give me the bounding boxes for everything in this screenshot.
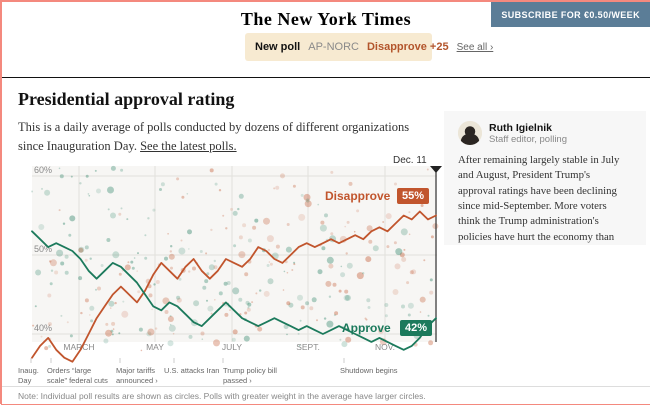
svg-text:SEPT.: SEPT. bbox=[296, 342, 320, 352]
svg-text:MAY: MAY bbox=[146, 342, 164, 352]
svg-text:60%: 60% bbox=[34, 165, 52, 175]
svg-text:JULY: JULY bbox=[222, 342, 242, 352]
svg-text:50%: 50% bbox=[34, 244, 52, 254]
